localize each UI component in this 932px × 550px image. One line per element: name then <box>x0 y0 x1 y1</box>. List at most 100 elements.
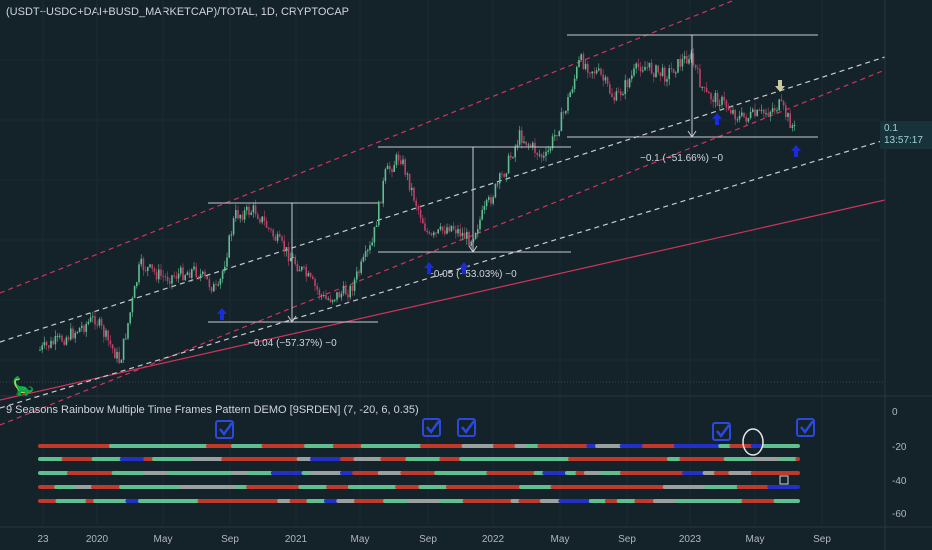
candle-body <box>446 227 448 234</box>
candle-body <box>789 113 791 129</box>
candle-body <box>43 341 46 346</box>
candle-body <box>358 271 360 273</box>
candle-body <box>74 332 76 339</box>
candle-body <box>666 79 668 82</box>
candle-body <box>171 275 173 284</box>
measure-label-2: −0.1 (−51.66%) −0 <box>640 153 724 164</box>
candle-body <box>111 344 114 349</box>
candle-body <box>85 323 87 332</box>
candle-body <box>573 78 576 90</box>
time-tick-9: Sep <box>618 534 636 545</box>
candle-body <box>470 241 472 247</box>
candle-body <box>50 340 52 348</box>
candle-body <box>382 180 384 204</box>
candle-body <box>263 216 266 222</box>
candle-body <box>602 74 604 81</box>
up-arrow-3 <box>712 113 722 125</box>
candle-body <box>419 209 422 219</box>
channel-mid-upper <box>0 56 886 343</box>
candle-body <box>160 269 162 276</box>
candle-body <box>787 113 789 117</box>
checkbox-icon-2 <box>457 418 476 437</box>
candle-body <box>591 71 593 74</box>
candle-body <box>547 150 549 152</box>
candle-body <box>523 141 525 143</box>
candle-body <box>455 229 457 234</box>
candle-body <box>496 183 499 185</box>
candle-body <box>202 271 204 275</box>
candle-body <box>745 117 747 122</box>
candle-body <box>631 75 633 79</box>
candle-body <box>701 87 703 89</box>
candle-body <box>705 87 708 92</box>
candle-body <box>314 278 316 286</box>
candle-body <box>41 345 43 350</box>
indicator-title[interactable]: 9 Seasons Rainbow Multiple Time Frames P… <box>6 404 419 416</box>
candle-body <box>70 328 72 340</box>
candle-body <box>580 54 582 60</box>
candle-body <box>558 131 560 137</box>
candle-body <box>492 197 494 204</box>
candle-body <box>268 227 270 229</box>
candle-body <box>83 325 85 332</box>
candle-body <box>703 87 706 89</box>
candle-body <box>127 323 129 339</box>
candle-body <box>584 63 587 69</box>
candle-body <box>65 337 68 345</box>
candle-body <box>375 225 378 227</box>
candle-body <box>39 349 41 351</box>
candle-body <box>499 173 501 184</box>
candle-body <box>778 99 780 111</box>
candle-body <box>204 271 206 277</box>
measure-arrowhead-0 <box>287 315 297 323</box>
candle-body <box>712 99 714 103</box>
candle-body <box>331 300 334 302</box>
candle-body <box>133 286 136 299</box>
symbol-title[interactable]: (USDT+USDC+DAI+BUSD_MARKETCAP)/TOTAL, 1D… <box>6 6 350 18</box>
candle-body <box>136 282 138 287</box>
candle-body <box>340 293 343 298</box>
up-arrow-2 <box>459 262 469 274</box>
candle-body <box>92 316 94 318</box>
candle-body <box>540 154 543 158</box>
candle-body <box>650 62 653 74</box>
signal-arrows: 🦕 <box>12 80 801 396</box>
candle-body <box>609 84 611 94</box>
candle-body <box>318 289 321 296</box>
candle-body <box>120 359 123 363</box>
candle-body <box>512 157 514 159</box>
candle-body <box>490 197 492 204</box>
candle-body <box>105 330 107 337</box>
candle-body <box>345 285 347 295</box>
candle-body <box>67 337 70 340</box>
candle-body <box>373 226 376 243</box>
candle-body <box>144 270 147 272</box>
candle-body <box>239 214 241 219</box>
candle-body <box>525 141 527 145</box>
candle-body <box>100 319 103 326</box>
candle-body <box>738 115 741 120</box>
candle-body <box>441 226 444 231</box>
candle-body <box>758 109 761 111</box>
candle-body <box>488 197 490 200</box>
candle-body <box>303 266 305 268</box>
candle-body <box>679 59 681 67</box>
candle-body <box>723 96 725 101</box>
candle-body <box>248 206 250 215</box>
candle-body <box>452 225 455 230</box>
candle-body <box>413 187 415 201</box>
candle-body <box>785 105 787 117</box>
candle-body <box>206 276 208 280</box>
candle-body <box>294 256 296 265</box>
candle-body <box>305 266 307 277</box>
candle-body <box>474 232 477 240</box>
candle-body <box>448 227 450 232</box>
candle-body <box>397 154 400 161</box>
indicator-tick-1: -20 <box>892 442 907 453</box>
candle-body <box>664 67 666 82</box>
channel-lower <box>0 69 886 426</box>
candle-body <box>769 111 772 116</box>
candle-body <box>613 97 615 101</box>
